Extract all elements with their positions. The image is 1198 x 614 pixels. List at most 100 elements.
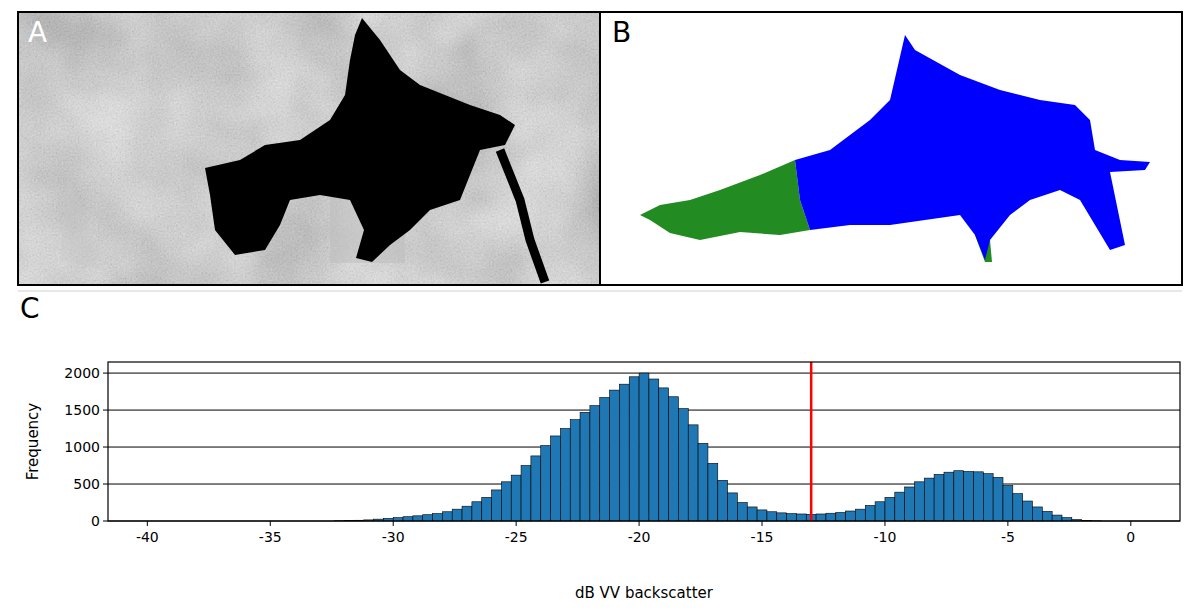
histogram-bar bbox=[964, 471, 974, 521]
histogram-bar bbox=[403, 517, 413, 521]
histogram-bar bbox=[796, 514, 806, 521]
histogram-bar bbox=[865, 505, 875, 521]
histogram-bar bbox=[708, 463, 718, 521]
histogram-bar bbox=[462, 506, 472, 521]
histogram-bar bbox=[787, 514, 797, 521]
histogram-bar bbox=[678, 409, 688, 521]
histogram-bar bbox=[767, 512, 777, 521]
histogram-bar bbox=[1052, 515, 1062, 521]
tick-mark bbox=[103, 410, 108, 411]
sar-texture bbox=[18, 12, 600, 285]
tick-mark bbox=[516, 521, 517, 526]
tick-mark bbox=[103, 521, 108, 522]
tick-mark bbox=[147, 521, 148, 526]
histogram-bar bbox=[728, 493, 738, 521]
histogram-bar bbox=[423, 515, 433, 521]
histogram-bar bbox=[659, 388, 669, 521]
histogram-bar bbox=[649, 379, 659, 521]
histogram-bar bbox=[914, 482, 924, 521]
panel-label: C bbox=[20, 292, 40, 325]
histogram-bar bbox=[433, 514, 443, 521]
tick-label: 0 bbox=[1126, 529, 1135, 545]
tick-mark bbox=[103, 447, 108, 448]
tick-label: 500 bbox=[73, 476, 100, 492]
histogram-bar bbox=[511, 475, 521, 521]
histogram-bar bbox=[610, 390, 620, 521]
figure: ABC-40-35-30-25-20-15-10-500500100015002… bbox=[0, 0, 1198, 614]
histogram-bar bbox=[826, 513, 836, 521]
histogram-bar bbox=[442, 512, 452, 521]
histogram-bar bbox=[846, 511, 856, 521]
tick-label: -5 bbox=[1001, 529, 1015, 545]
plot-frame bbox=[108, 362, 1180, 521]
tick-label: 1500 bbox=[64, 402, 100, 418]
histogram-bar bbox=[472, 502, 482, 521]
bright-field bbox=[60, 170, 100, 270]
tick-mark bbox=[639, 521, 640, 526]
threshold-line bbox=[810, 362, 813, 521]
tick-label: -30 bbox=[382, 529, 405, 545]
histogram-bar bbox=[482, 497, 492, 521]
tick-mark bbox=[103, 373, 108, 374]
tick-mark bbox=[762, 521, 763, 526]
tick-label: 2000 bbox=[64, 365, 100, 381]
plot-area bbox=[108, 362, 1180, 521]
sar-speckle bbox=[18, 12, 600, 285]
histogram-bar bbox=[1013, 494, 1023, 521]
histogram-bar bbox=[560, 429, 570, 521]
histogram-bar bbox=[993, 477, 1003, 521]
histogram-bar bbox=[973, 472, 983, 521]
axis-title: dB VV backscatter bbox=[575, 584, 714, 602]
green-water bbox=[640, 160, 810, 240]
histogram-bar bbox=[905, 487, 915, 521]
tick-label: -10 bbox=[874, 529, 897, 545]
tick-mark bbox=[103, 484, 108, 485]
histogram-bar bbox=[452, 509, 462, 521]
panel-a: A bbox=[18, 12, 600, 285]
separator bbox=[18, 291, 1182, 292]
tick-label: -25 bbox=[505, 529, 528, 545]
tick-label: -40 bbox=[136, 529, 159, 545]
histogram-bar bbox=[629, 377, 639, 521]
histogram-bar bbox=[669, 397, 679, 521]
histogram-bar bbox=[521, 466, 531, 521]
sar-ground bbox=[18, 12, 600, 285]
river bbox=[500, 150, 545, 282]
histogram-bar bbox=[885, 497, 895, 521]
tick-mark bbox=[393, 521, 394, 526]
histogram-bar bbox=[836, 512, 846, 521]
histogram-bar bbox=[855, 509, 865, 521]
histogram-bar bbox=[718, 480, 728, 521]
tick-mark bbox=[1007, 521, 1008, 526]
histogram-bar bbox=[1023, 501, 1033, 521]
histogram-bar bbox=[924, 478, 934, 521]
tick-label: 1000 bbox=[64, 439, 100, 455]
histogram-bar bbox=[1032, 507, 1042, 521]
panel-label: A bbox=[28, 16, 47, 49]
histogram-bar bbox=[570, 420, 580, 521]
histogram-bar bbox=[777, 513, 787, 521]
tick-label: -15 bbox=[751, 529, 774, 545]
histogram-bar bbox=[590, 406, 600, 521]
tick-label: -20 bbox=[628, 529, 651, 545]
map-ground bbox=[600, 12, 1182, 285]
blue-water bbox=[795, 35, 1150, 260]
histogram-bar bbox=[541, 446, 551, 521]
histogram-bar bbox=[501, 482, 511, 521]
axis-title: Frequency bbox=[24, 403, 42, 481]
histogram-bar bbox=[531, 456, 541, 521]
histogram-bar bbox=[944, 472, 954, 521]
histogram-bar bbox=[413, 516, 423, 521]
histogram-bar bbox=[600, 397, 610, 521]
histogram-bar bbox=[934, 474, 944, 521]
panel-frame bbox=[600, 12, 1182, 285]
histogram-bar bbox=[895, 492, 905, 521]
tick-label: -35 bbox=[259, 529, 282, 545]
histogram-bar bbox=[983, 474, 993, 521]
histogram-bar bbox=[757, 510, 767, 521]
histogram-bar bbox=[698, 443, 708, 521]
histogram-bar bbox=[1042, 511, 1052, 521]
histogram-bar bbox=[954, 471, 964, 521]
tick-mark bbox=[884, 521, 885, 526]
histogram-bar bbox=[747, 507, 757, 521]
